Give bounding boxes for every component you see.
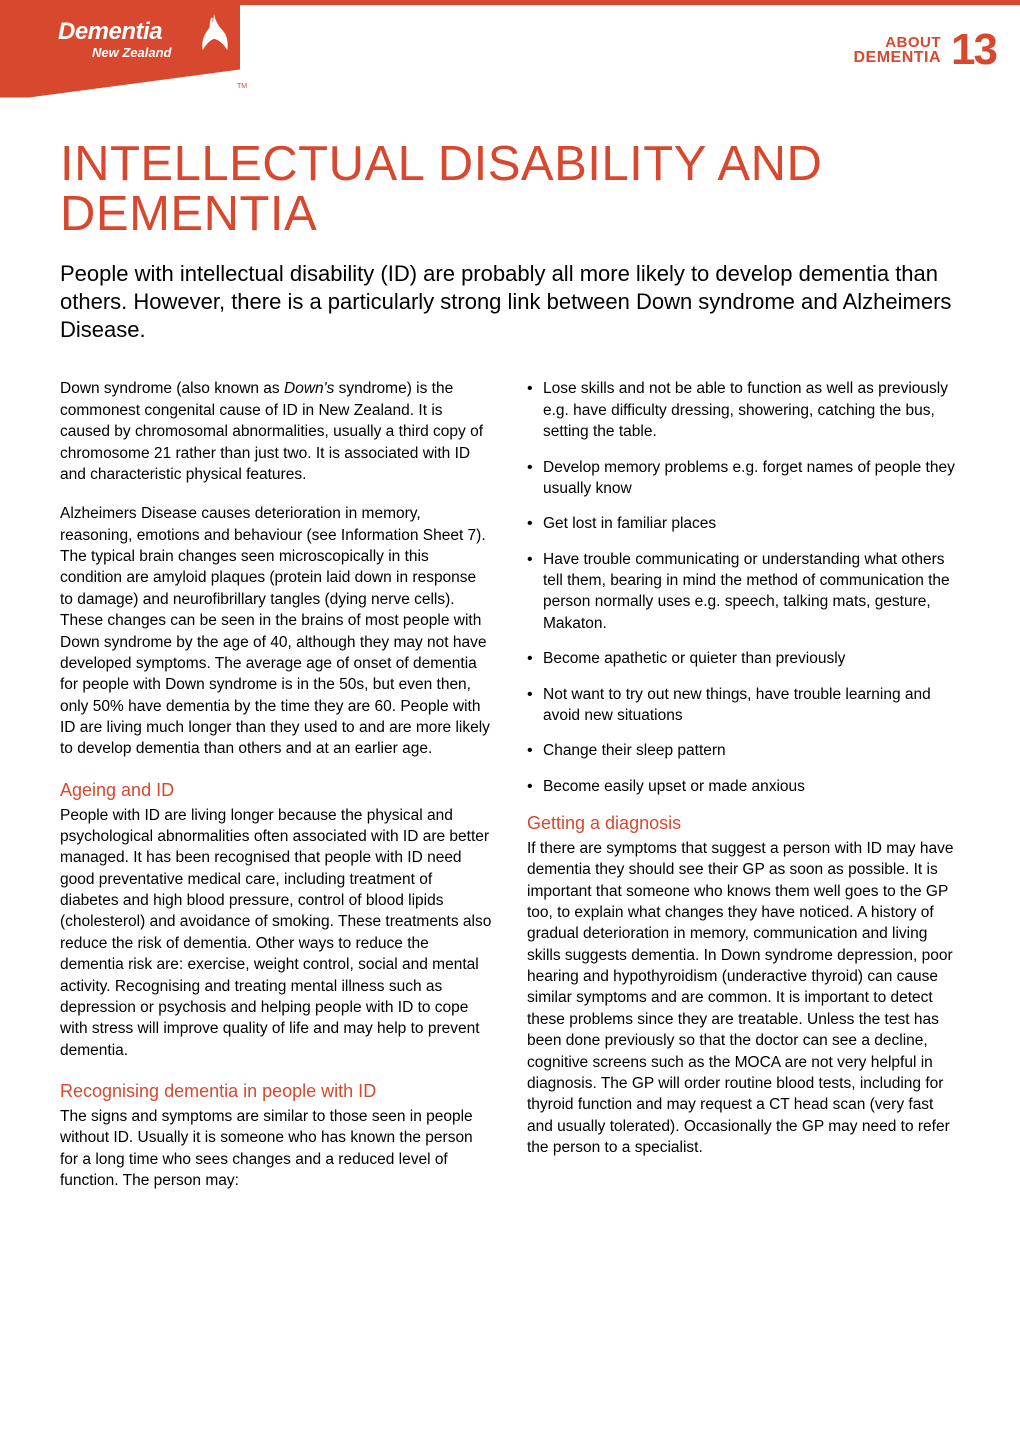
- list-item: Not want to try out new things, have tro…: [527, 684, 960, 727]
- list-item: Become easily upset or made anxious: [527, 776, 960, 797]
- intro-paragraph: People with intellectual disability (ID)…: [60, 260, 960, 344]
- logo-line1: Dementia: [58, 20, 171, 44]
- page-title: INTELLECTUAL DISABILITY AND DEMENTIA: [60, 139, 960, 240]
- issue-number: 13: [951, 25, 996, 75]
- list-item: Develop memory problems e.g. forget name…: [527, 457, 960, 500]
- body-columns: Down syndrome (also known as Down's synd…: [60, 378, 960, 1209]
- series-line2: DEMENTIA: [853, 50, 941, 66]
- section-heading-recognising: Recognising dementia in people with ID: [60, 1079, 493, 1104]
- list-item: Change their sleep pattern: [527, 740, 960, 761]
- series-line1: ABOUT: [853, 35, 941, 50]
- list-item: Become apathetic or quieter than previou…: [527, 648, 960, 669]
- symptom-list: Lose skills and not be able to function …: [527, 378, 960, 797]
- logo-banner: Dementia New Zealand: [0, 0, 240, 98]
- list-item: Have trouble communicating or understand…: [527, 549, 960, 635]
- header: Dementia New Zealand TM ABOUT DEMENTIA 1…: [0, 5, 1020, 95]
- section-heading-diagnosis: Getting a diagnosis: [527, 811, 960, 836]
- paragraph: Alzheimers Disease causes deterioration …: [60, 503, 493, 760]
- logo-line2: New Zealand: [92, 46, 171, 59]
- trademark: TM: [237, 83, 247, 90]
- content-area: INTELLECTUAL DISABILITY AND DEMENTIA Peo…: [0, 95, 1020, 1249]
- logo: Dementia New Zealand: [58, 20, 171, 59]
- section-heading-ageing: Ageing and ID: [60, 778, 493, 803]
- right-column: Lose skills and not be able to function …: [527, 378, 960, 1209]
- list-item: Get lost in familiar places: [527, 513, 960, 534]
- leaf-icon: [195, 12, 233, 54]
- paragraph: The signs and symptoms are similar to th…: [60, 1106, 493, 1192]
- paragraph: If there are symptoms that suggest a per…: [527, 838, 960, 1159]
- paragraph: People with ID are living longer because…: [60, 805, 493, 1062]
- header-series: ABOUT DEMENTIA 13: [853, 25, 996, 75]
- italic-text: Down's: [284, 380, 334, 397]
- list-item: Lose skills and not be able to function …: [527, 378, 960, 442]
- text-span: Down syndrome (also known as: [60, 380, 284, 397]
- paragraph: Down syndrome (also known as Down's synd…: [60, 378, 493, 485]
- left-column: Down syndrome (also known as Down's synd…: [60, 378, 493, 1209]
